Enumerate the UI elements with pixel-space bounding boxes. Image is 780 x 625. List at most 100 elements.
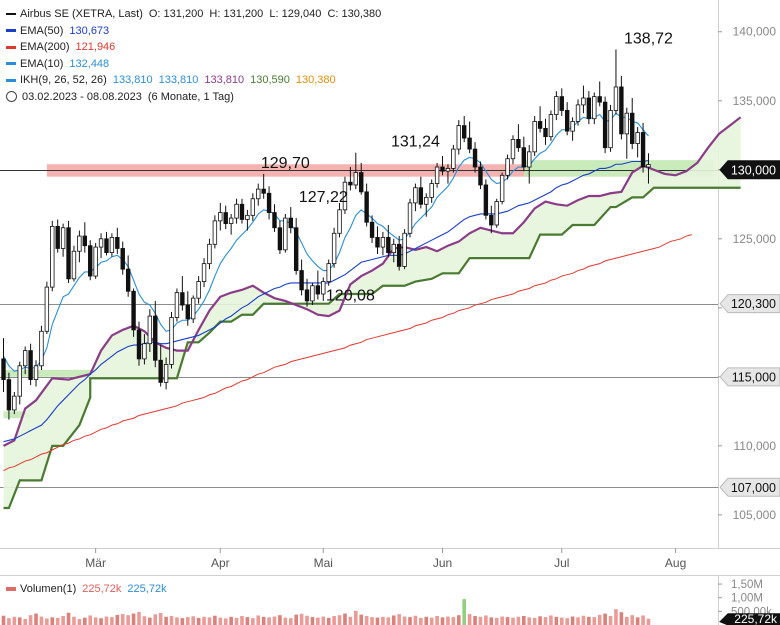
volume-bar xyxy=(245,617,250,625)
ema50-swatch xyxy=(6,29,16,33)
y-tick-label: 135,000 xyxy=(733,94,777,108)
candle-body xyxy=(261,188,266,194)
volume-bar xyxy=(196,617,201,625)
candle-body xyxy=(147,315,153,345)
volume-bar xyxy=(625,616,629,625)
volume-bar xyxy=(12,616,17,625)
volume-bar xyxy=(381,616,385,625)
annotation-131,24: 131,24 xyxy=(391,134,440,151)
volume-bar xyxy=(419,617,423,625)
volume-bar xyxy=(543,617,548,625)
axis-layer: 105,000110,000115,000120,000125,000130,0… xyxy=(85,25,780,570)
legend-ikh: IKH(9, 26, 52, 26) 133,810 133,810 133,8… xyxy=(6,72,381,89)
ikh-value-chikou: 130,380 xyxy=(295,74,336,86)
volume-bar xyxy=(66,612,71,625)
candle-body xyxy=(635,132,640,144)
volume-bar xyxy=(180,618,185,625)
candle-body xyxy=(6,379,12,411)
candle-body xyxy=(451,148,456,169)
candle-body xyxy=(158,359,163,383)
candle-body xyxy=(570,121,575,132)
candle-body xyxy=(467,137,472,150)
instrument-swatch xyxy=(6,13,16,16)
ichimoku-span-a-line xyxy=(3,116,742,447)
legend-ema200: EMA(200) 121,946 xyxy=(6,39,381,56)
volume-legend: Volumen(1) 225,72k 225,72k xyxy=(6,583,167,595)
candle-body xyxy=(304,289,310,302)
volume-bar xyxy=(256,615,261,625)
candle-body xyxy=(256,188,261,200)
volume-bar xyxy=(261,616,266,625)
volume-bar xyxy=(538,616,542,625)
volume-bar xyxy=(104,616,109,625)
candle-body xyxy=(169,317,174,365)
candle-body xyxy=(418,187,424,205)
volume-bar xyxy=(597,614,602,625)
volume-bar xyxy=(603,613,607,625)
volume-bar xyxy=(137,611,141,625)
candle-body xyxy=(22,350,28,367)
candle-body xyxy=(640,132,646,168)
volume-bar xyxy=(554,616,559,625)
volume-bar xyxy=(359,614,364,625)
candle-body xyxy=(499,174,505,202)
candle-body xyxy=(407,202,413,234)
volume-bar xyxy=(7,618,11,625)
candle-body xyxy=(624,112,629,135)
candle-body xyxy=(646,164,651,168)
volume-bar xyxy=(28,615,33,625)
volume-label: Volumen(1) xyxy=(20,583,77,595)
candle-body xyxy=(77,235,82,252)
candle-body xyxy=(586,97,592,120)
volume-bar xyxy=(99,618,103,625)
volume-bar xyxy=(343,613,347,625)
candle-body xyxy=(554,96,559,115)
volume-tick-label: 1,50M xyxy=(731,579,763,591)
candle-body xyxy=(185,304,190,320)
x-tick-label: Jul xyxy=(554,556,569,570)
candle-body xyxy=(93,246,98,277)
instrument-name: Airbus SE (XETRA, Last) xyxy=(20,8,143,20)
candle-body xyxy=(288,217,293,229)
candle-body xyxy=(39,330,44,367)
candle-body xyxy=(413,187,418,204)
y-tick-label: 110,000 xyxy=(734,439,777,453)
candle-body xyxy=(619,86,624,135)
candle-body xyxy=(196,281,201,299)
annotation-120,08: 120,08 xyxy=(326,288,375,305)
candle-body xyxy=(548,114,554,138)
y-tick-label: 105,000 xyxy=(733,508,777,522)
volume-bar xyxy=(77,619,82,625)
volume-tick-label: 1,00M xyxy=(731,593,763,605)
candle-body xyxy=(239,203,245,220)
ema200-swatch xyxy=(6,45,16,49)
level-badge-label: 120,300 xyxy=(731,297,776,311)
candle-body xyxy=(331,232,337,265)
volume-bar xyxy=(120,614,125,625)
volume-bar xyxy=(397,614,401,625)
volume-bar xyxy=(88,615,93,625)
volume-bar xyxy=(646,618,651,625)
y-tick-label: 140,000 xyxy=(733,25,777,39)
volume-bar xyxy=(576,617,580,625)
volume-last-badge xyxy=(719,613,780,625)
candle-body xyxy=(559,96,564,111)
candle-body xyxy=(293,227,299,271)
candle-body xyxy=(245,214,250,220)
annotation-129,70: 129,70 xyxy=(261,155,310,172)
candle-body xyxy=(342,181,348,211)
ikh-swatch xyxy=(6,78,16,82)
volume-bar xyxy=(435,616,439,625)
candle-body xyxy=(434,166,440,184)
volume-bar xyxy=(619,612,624,625)
candle-body xyxy=(212,220,218,245)
candle-body xyxy=(537,121,543,129)
volume-bar xyxy=(516,616,521,625)
volume-bar xyxy=(1,615,6,625)
candle-body xyxy=(142,343,147,360)
volume-bar xyxy=(532,617,537,625)
volume-bar xyxy=(478,616,483,625)
candle-body xyxy=(510,139,516,160)
